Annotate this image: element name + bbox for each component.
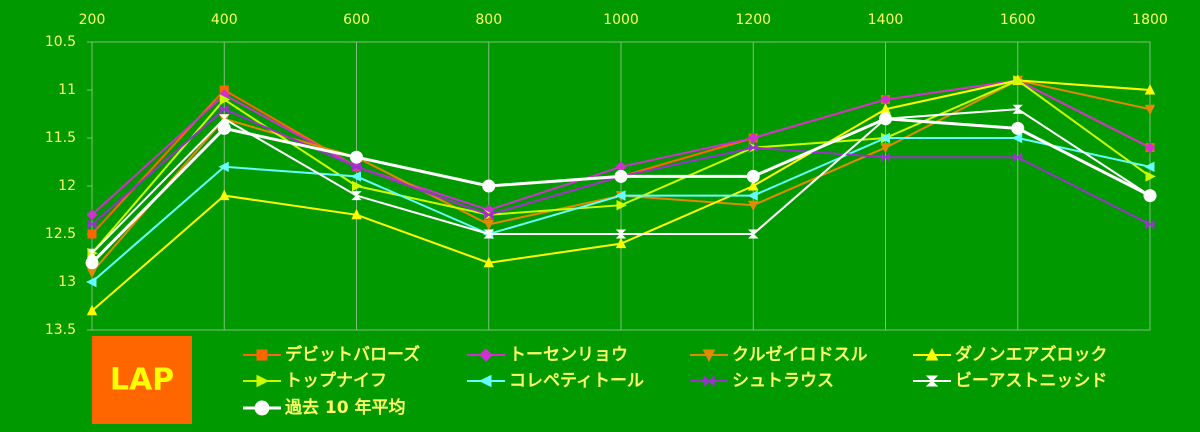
marker bbox=[219, 189, 230, 201]
marker bbox=[1013, 75, 1024, 86]
marker bbox=[748, 200, 759, 212]
legend-label: ダノンエアズロック bbox=[955, 344, 1108, 365]
x-tick-label: 1400 bbox=[868, 12, 904, 28]
marker bbox=[219, 103, 229, 115]
marker bbox=[86, 276, 97, 288]
marker bbox=[879, 112, 892, 126]
legend-label: トップナイフ bbox=[285, 370, 387, 391]
y-tick-label: 10.5 bbox=[45, 34, 76, 50]
x-tick-label: 800 bbox=[475, 12, 502, 28]
marker bbox=[748, 229, 759, 239]
marker bbox=[85, 256, 99, 270]
marker bbox=[217, 121, 231, 135]
marker bbox=[1144, 161, 1155, 173]
x-tick-label: 1000 bbox=[603, 12, 639, 28]
marker bbox=[256, 374, 270, 388]
marker bbox=[86, 209, 98, 221]
y-tick-label: 12 bbox=[58, 178, 76, 194]
marker bbox=[350, 171, 361, 182]
marker bbox=[748, 180, 759, 191]
x-tick-label: 400 bbox=[211, 12, 238, 28]
legend-label: シュトラウス bbox=[732, 371, 834, 391]
badge-box bbox=[92, 336, 192, 424]
marker bbox=[1011, 132, 1023, 144]
marker bbox=[483, 229, 494, 239]
marker bbox=[1144, 142, 1156, 154]
marker bbox=[746, 169, 760, 183]
marker bbox=[747, 132, 759, 144]
marker bbox=[219, 114, 230, 124]
marker bbox=[87, 229, 97, 239]
marker bbox=[615, 237, 627, 249]
marker bbox=[256, 349, 268, 361]
marker bbox=[87, 219, 97, 230]
badge: LAP bbox=[110, 363, 174, 398]
marker bbox=[616, 199, 627, 211]
y-tick-label: 13.5 bbox=[45, 322, 76, 338]
y-tick-label: 11.5 bbox=[45, 130, 76, 146]
legend-label: 過去 10 年平均 bbox=[285, 397, 406, 418]
marker bbox=[1145, 171, 1156, 182]
marker bbox=[1143, 189, 1157, 203]
marker bbox=[925, 347, 939, 361]
marker bbox=[1144, 104, 1156, 116]
marker bbox=[925, 375, 939, 387]
marker bbox=[1144, 84, 1156, 95]
y-tick-label: 13 bbox=[58, 274, 76, 290]
x-tick-label: 600 bbox=[343, 12, 370, 28]
marker bbox=[479, 348, 493, 362]
marker bbox=[703, 374, 715, 388]
marker bbox=[350, 150, 363, 164]
marker bbox=[615, 190, 626, 201]
marker bbox=[484, 209, 494, 221]
marker bbox=[351, 191, 362, 201]
marker bbox=[1012, 104, 1023, 114]
x-tick-label: 1800 bbox=[1132, 12, 1168, 28]
marker bbox=[482, 179, 496, 193]
legend-label: ビーアストニッシド bbox=[955, 371, 1107, 391]
marker bbox=[254, 400, 270, 416]
marker bbox=[218, 161, 229, 173]
marker bbox=[352, 180, 363, 192]
marker bbox=[879, 132, 890, 144]
x-tick-label: 1600 bbox=[1000, 12, 1036, 28]
marker bbox=[702, 349, 716, 363]
marker bbox=[614, 169, 628, 183]
legend-label: デビットバローズ bbox=[285, 344, 420, 365]
marker bbox=[483, 219, 494, 231]
y-tick-label: 12.5 bbox=[45, 226, 76, 242]
y-tick-label: 11 bbox=[58, 82, 76, 98]
marker bbox=[747, 190, 758, 201]
marker bbox=[881, 151, 890, 163]
marker bbox=[352, 161, 361, 173]
legend-label: クルゼイロドスル bbox=[732, 344, 868, 365]
marker bbox=[86, 304, 98, 316]
marker bbox=[1011, 121, 1025, 135]
marker bbox=[880, 143, 891, 154]
x-tick-label: 200 bbox=[79, 12, 106, 28]
marker bbox=[351, 208, 362, 220]
marker bbox=[219, 94, 231, 105]
marker bbox=[748, 142, 758, 153]
marker bbox=[1145, 219, 1155, 230]
marker bbox=[1013, 151, 1023, 163]
marker bbox=[478, 374, 492, 388]
marker bbox=[615, 229, 627, 239]
marker bbox=[483, 256, 494, 268]
x-tick-label: 1200 bbox=[735, 12, 771, 28]
legend-label: コレペティトール bbox=[509, 371, 644, 391]
legend-label: トーセンリョウ bbox=[509, 345, 628, 365]
